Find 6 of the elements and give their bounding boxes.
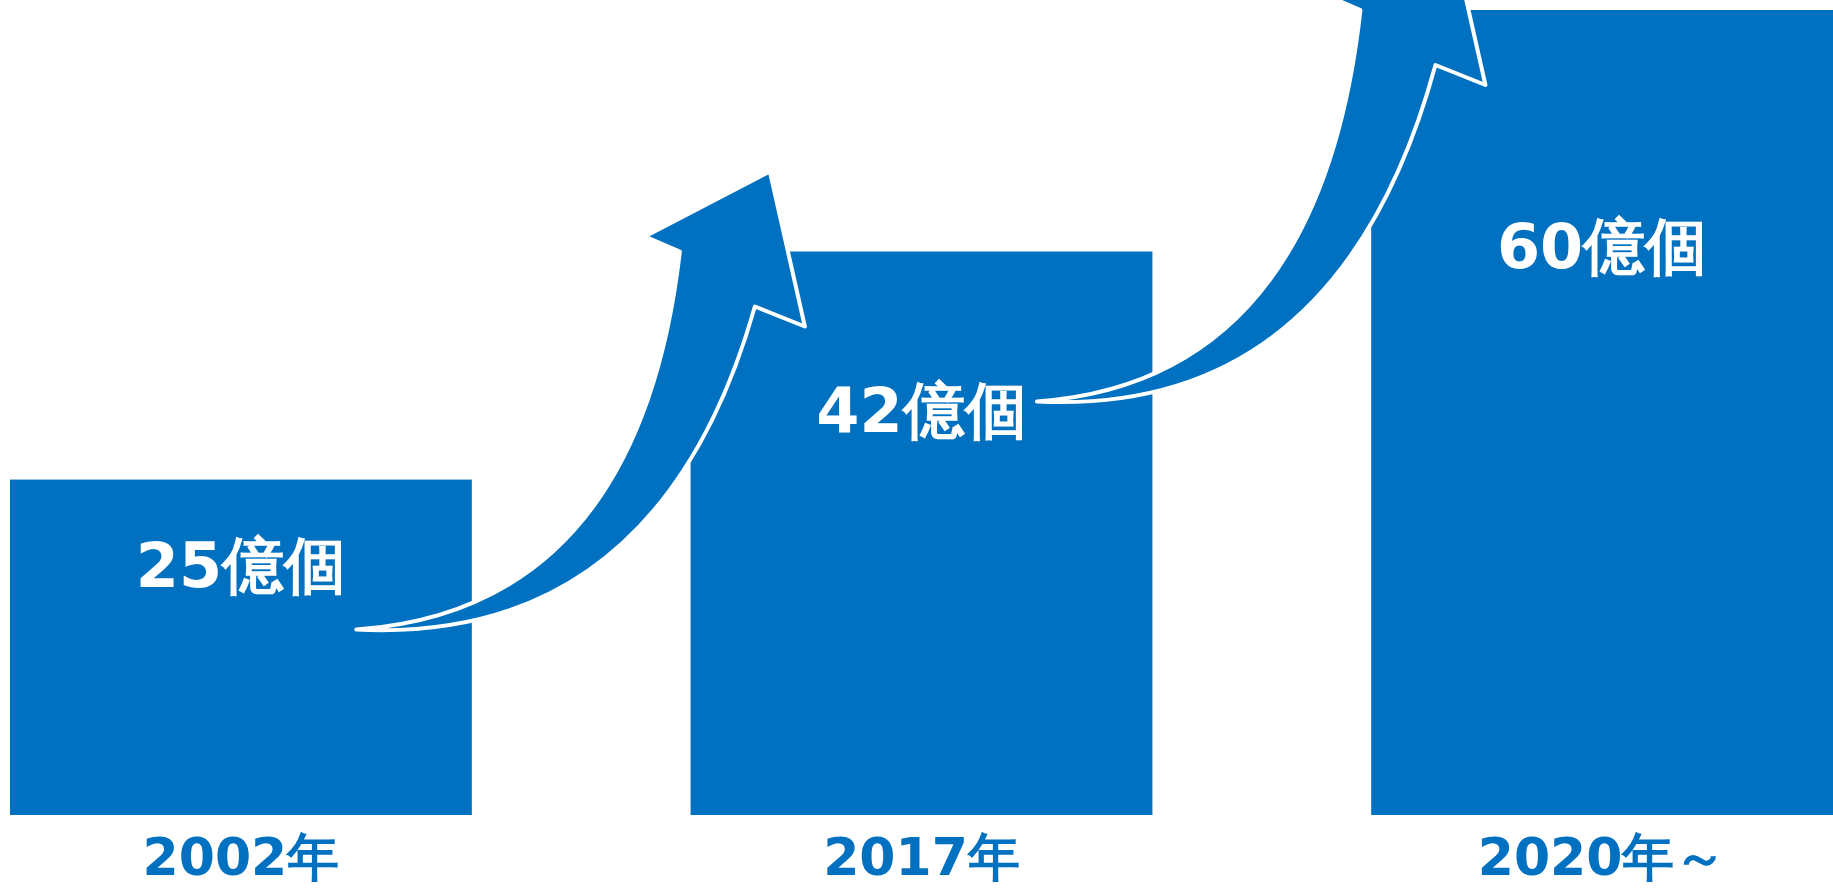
x-tick-label: 2002年: [142, 827, 340, 887]
x-tick-label: 2017年: [823, 827, 1020, 887]
data-label: 25億個: [135, 528, 347, 602]
data-label: 60億個: [1496, 209, 1708, 283]
x-tick-label: 2020年～: [1477, 827, 1727, 887]
data-label: 42億個: [816, 373, 1027, 447]
